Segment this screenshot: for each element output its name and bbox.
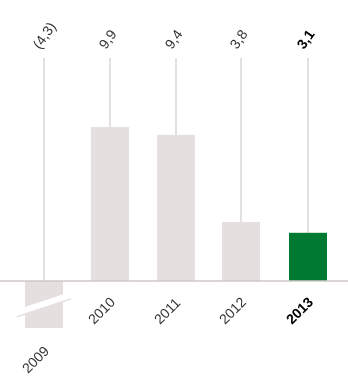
value-label-2009: (4,3) — [29, 19, 59, 52]
bars — [25, 127, 327, 328]
category-label-2012: 2012 — [216, 294, 249, 327]
bar-2012 — [222, 221, 260, 281]
value-labels: (4,3) 9,9 9,4 3,8 3,1 — [29, 19, 317, 52]
category-label-2011: 2011 — [151, 294, 184, 327]
axis-break-gap — [16, 292, 72, 316]
category-label-2010: 2010 — [85, 294, 118, 327]
bar-2011 — [157, 134, 195, 281]
value-label-2012: 3,8 — [226, 26, 250, 51]
value-label-2010: 9,9 — [95, 26, 119, 51]
axis-break-marks — [16, 292, 72, 318]
bar-2013 — [289, 232, 327, 281]
category-label-2009: 2009 — [19, 343, 52, 376]
value-label-2013: 3,1 — [293, 26, 317, 51]
category-label-2013: 2013 — [283, 294, 316, 327]
value-label-2011: 9,4 — [161, 26, 185, 51]
bar-2010 — [91, 127, 129, 282]
category-labels: 2009 2010 2011 2012 2013 — [19, 294, 316, 376]
axis-break-slash — [16, 298, 72, 318]
guide-lines — [43, 58, 309, 281]
